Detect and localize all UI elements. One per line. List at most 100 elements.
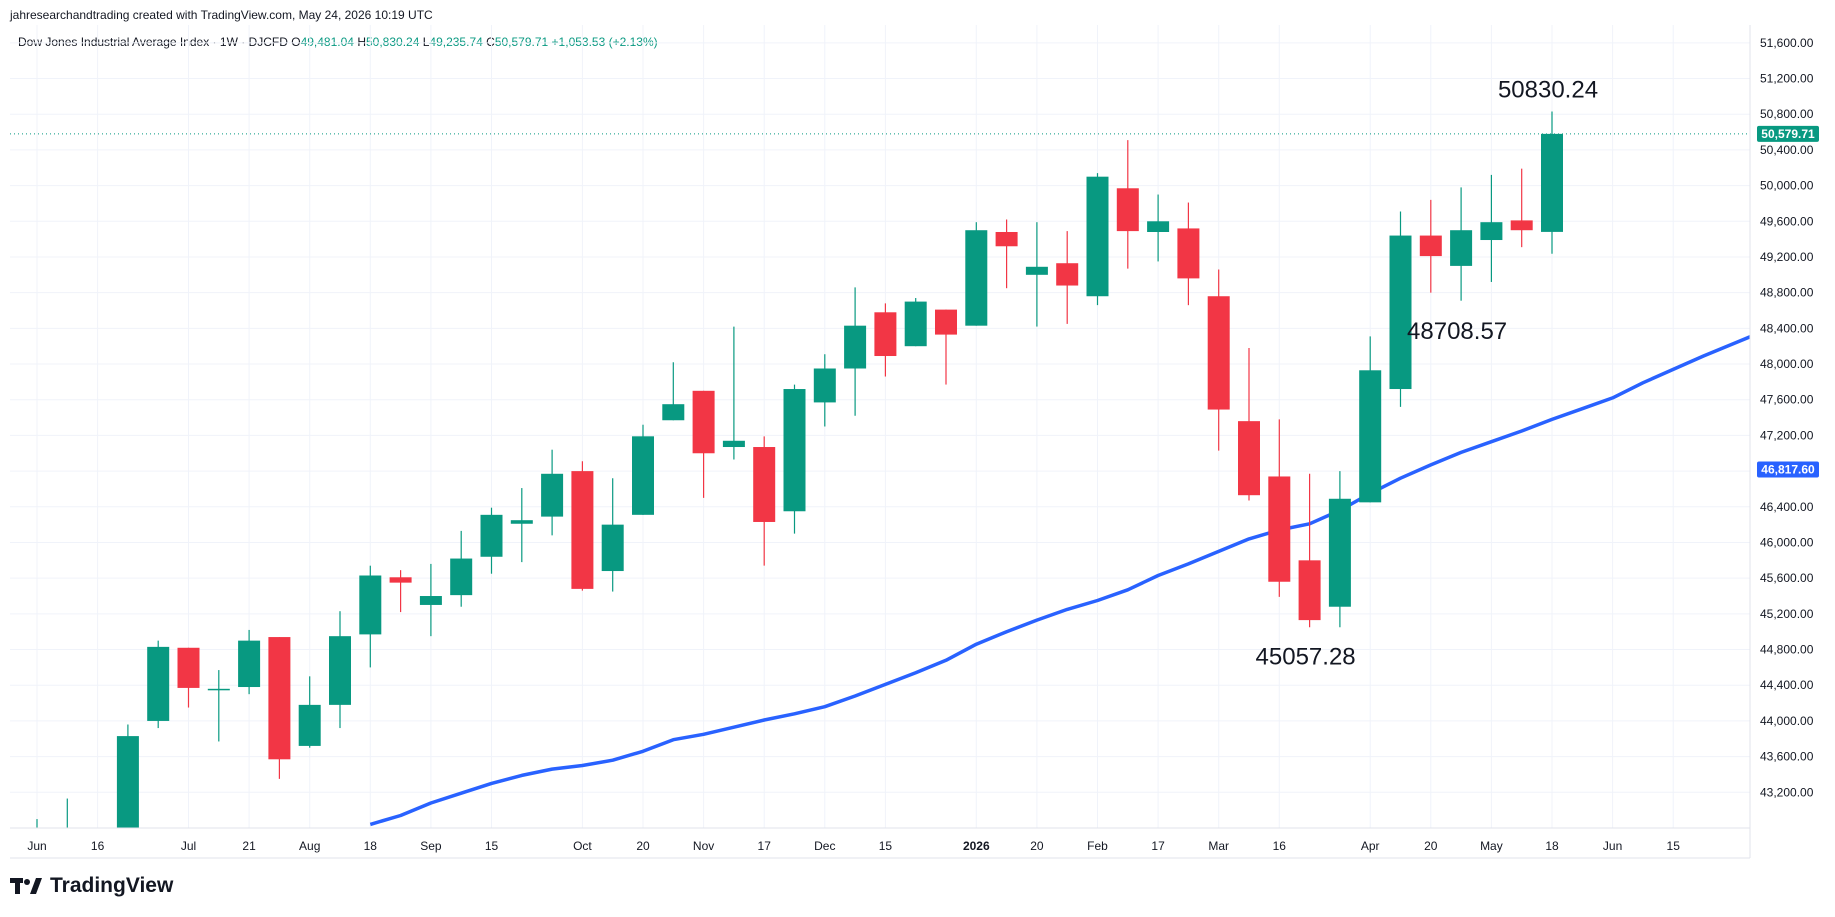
x-tick-label: Feb xyxy=(1087,839,1108,853)
candle-body xyxy=(480,514,503,557)
open-label: O xyxy=(291,35,301,49)
y-tick-label: 48,400.00 xyxy=(1760,321,1814,335)
x-tick-label: 20 xyxy=(1424,839,1438,853)
high-label: H xyxy=(357,35,366,49)
ohlc-legend: Dow Jones Industrial Average Index · 1W … xyxy=(18,35,658,49)
candle-body xyxy=(1238,421,1260,496)
x-tick-label: 20 xyxy=(636,839,650,853)
candle-body xyxy=(1056,263,1079,286)
x-tick-label: Mar xyxy=(1208,839,1229,853)
candle-body xyxy=(298,704,321,746)
low-label: L xyxy=(422,35,430,49)
candle-body xyxy=(813,368,836,403)
y-tick-label: 51,200.00 xyxy=(1760,72,1814,86)
candle-body xyxy=(753,447,776,522)
y-tick-label: 49,600.00 xyxy=(1760,214,1814,228)
candle-body xyxy=(1480,222,1503,241)
annotations-layer: 50830.24 48708.57 45057.28 xyxy=(1256,77,1599,671)
candle-body xyxy=(147,646,170,721)
candle-body xyxy=(1298,560,1321,621)
y-tick-label: 46,000.00 xyxy=(1760,535,1814,549)
moving-average-layer xyxy=(369,334,1750,827)
candle-body xyxy=(662,404,685,421)
candle-body xyxy=(177,647,200,688)
candle-body xyxy=(965,230,988,326)
candle-body xyxy=(116,736,139,828)
candle-body xyxy=(1419,235,1442,257)
x-tick-label: 17 xyxy=(758,839,772,853)
candle-body xyxy=(783,389,806,512)
x-tick-label: 15 xyxy=(1667,839,1681,853)
symbol-label[interactable]: Dow Jones Industrial Average Index · 1W … xyxy=(18,35,288,49)
candle-body xyxy=(541,473,564,517)
x-tick-label: 17 xyxy=(1151,839,1165,853)
y-tick-label: 43,600.00 xyxy=(1760,750,1814,764)
y-tick-label: 50,400.00 xyxy=(1760,143,1814,157)
candle-body xyxy=(874,312,897,357)
candle-body xyxy=(1147,221,1170,232)
y-tick-label: 51,600.00 xyxy=(1760,36,1814,50)
y-tick-label: 44,000.00 xyxy=(1760,714,1814,728)
x-tick-label: Oct xyxy=(573,839,592,853)
candle-body xyxy=(1510,220,1533,231)
y-tick-label: 44,400.00 xyxy=(1760,678,1814,692)
tradingview-logo-icon xyxy=(10,878,42,894)
y-tick-label: 44,800.00 xyxy=(1760,643,1814,657)
candle-body xyxy=(1389,235,1412,390)
candle-body xyxy=(844,325,867,369)
x-tick-label: Apr xyxy=(1361,839,1380,853)
x-tick-label: Aug xyxy=(299,839,320,853)
y-tick-label: 48,000.00 xyxy=(1760,357,1814,371)
x-tick-label: Jun xyxy=(1603,839,1622,853)
x-tick-label: Sep xyxy=(420,839,442,853)
candle-body xyxy=(722,440,745,448)
low-value: 49,235.74 xyxy=(429,35,483,49)
candle-body xyxy=(632,436,654,515)
y-tick-label: 50,000.00 xyxy=(1760,179,1814,193)
candle-body xyxy=(1116,188,1139,232)
y-tick-label: 45,600.00 xyxy=(1760,571,1814,585)
axes-layer: 43,200.00 43,600.00 44,000.00 44,400.00 44,8… xyxy=(10,25,1819,859)
candle-body xyxy=(1177,228,1200,279)
candle-body xyxy=(450,558,473,596)
candles-layer xyxy=(36,111,1563,828)
tradingview-logo[interactable]: TradingView xyxy=(10,874,173,898)
x-tick-label: 18 xyxy=(364,839,378,853)
high-value: 50,830.24 xyxy=(365,35,420,49)
y-tick-label: 45,200.00 xyxy=(1760,607,1814,621)
last-price-badge-label: 50,579.71 xyxy=(1761,127,1815,141)
ma-value-badge xyxy=(1757,461,1819,478)
x-tick-label: Dec xyxy=(814,839,835,853)
candle-body xyxy=(238,640,261,688)
y-tick-label: 48,800.00 xyxy=(1760,286,1814,300)
moving-average-line xyxy=(369,334,1750,827)
x-tick-label: 15 xyxy=(485,839,499,853)
x-tick-label: 16 xyxy=(1273,839,1287,853)
open-value: 49,481.04 xyxy=(300,35,354,49)
price-annotation: 45057.28 xyxy=(1256,644,1356,671)
x-tick-label: Jun xyxy=(27,839,46,853)
candle-body xyxy=(359,575,382,635)
x-tick-label: 21 xyxy=(242,839,256,853)
candle-body xyxy=(1450,230,1473,266)
chart-attribution: jahresearchandtrading created with Tradi… xyxy=(10,8,433,22)
candle-body xyxy=(692,390,715,454)
candle-body xyxy=(571,471,594,589)
candle-body xyxy=(904,301,927,347)
x-tick-label: 2026 xyxy=(963,839,990,853)
x-tick-label: 20 xyxy=(1030,839,1044,853)
x-tick-label: 16 xyxy=(91,839,105,853)
candle-body xyxy=(329,636,351,705)
candle-body xyxy=(207,688,230,691)
candle-body xyxy=(1025,266,1048,275)
candle-body xyxy=(510,520,533,524)
candle-body xyxy=(1207,296,1230,410)
candle-body xyxy=(1268,476,1291,582)
candle-body xyxy=(268,637,291,760)
candle-body xyxy=(389,577,412,583)
candle-body xyxy=(419,596,442,605)
y-tick-label: 49,200.00 xyxy=(1760,250,1814,264)
x-tick-label: 15 xyxy=(879,839,893,853)
candle-body xyxy=(1086,176,1109,297)
